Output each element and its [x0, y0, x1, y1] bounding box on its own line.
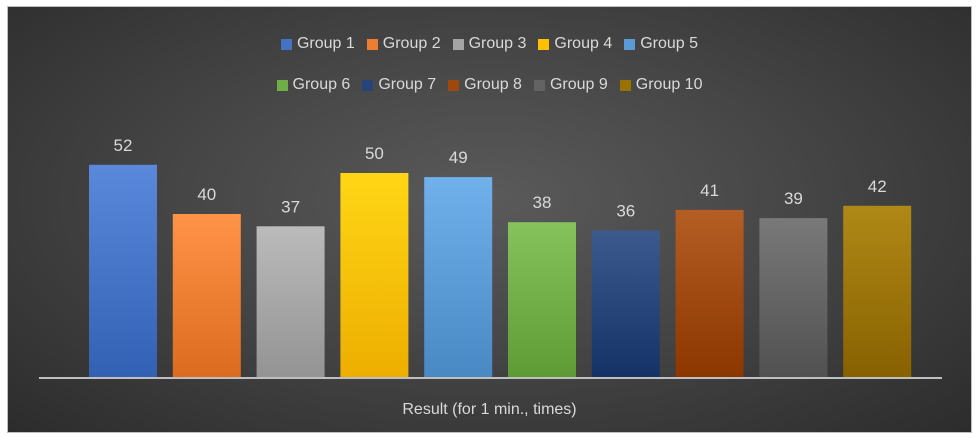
legend-swatch: [533, 79, 545, 91]
legend-item: Group 6: [276, 76, 351, 94]
legend-swatch: [280, 38, 292, 50]
legend-item: Group 10: [619, 76, 703, 94]
legend-item: Group 1: [280, 35, 355, 53]
legend-swatch: [619, 79, 631, 91]
legend-label: Group 6: [292, 76, 351, 93]
bar-group-4: [340, 173, 409, 378]
legend-swatch: [448, 79, 460, 91]
legend-label: Group 8: [464, 76, 522, 93]
data-label: 42: [868, 177, 887, 196]
bar-group-1: [89, 164, 157, 378]
legend-label: Group 9: [549, 76, 608, 93]
bar-group-6: [508, 222, 576, 378]
legend-swatch: [366, 38, 378, 50]
legend-swatch: [624, 38, 636, 50]
bar-group-10: [843, 205, 912, 378]
legend-label: Group 2: [382, 35, 441, 52]
data-label: 37: [281, 197, 300, 216]
legend-swatch: [538, 38, 550, 50]
data-label: 52: [114, 136, 133, 155]
bar-group-9: [759, 218, 828, 378]
legend-label: Group 7: [378, 76, 437, 93]
legend-swatch: [362, 79, 374, 91]
x-axis-label: Result (for 1 min., times): [402, 401, 577, 418]
legend-item: Group 5: [624, 35, 698, 53]
bar-group-5: [424, 177, 493, 378]
legend-label: Group 1: [296, 35, 355, 52]
legend-item: Group 3: [452, 35, 527, 53]
legend-label: Group 4: [554, 35, 613, 52]
chart-area: Group 1 Group 2 Group 3 Group 4 Group 5 Grou…: [7, 6, 972, 433]
legend-row-2: Group 6 Group 7 Group 8 Group 9 Group 10: [8, 76, 971, 94]
legend-item: Group 2: [366, 35, 441, 53]
bar-group-3: [256, 226, 325, 378]
legend-row-1: Group 1 Group 2 Group 3 Group 4 Group 5: [8, 35, 971, 53]
plot-area: 52 40 37 50 49 38 36 41 39 42: [39, 136, 942, 379]
data-label: 40: [197, 185, 216, 204]
data-label: 38: [533, 193, 552, 212]
data-label: 41: [700, 181, 719, 200]
legend-label: Group 10: [635, 76, 703, 93]
legend-label: Group 5: [640, 35, 699, 52]
bar-group-2: [172, 214, 241, 378]
data-label: 36: [616, 201, 635, 220]
legend-item: Group 7: [362, 76, 436, 94]
bar-group-7: [591, 230, 660, 378]
data-label: 39: [784, 189, 803, 208]
data-label: 49: [449, 148, 468, 167]
legend-item: Group 9: [533, 76, 608, 94]
legend-item: Group 8: [448, 76, 522, 94]
legend-swatch: [452, 38, 464, 50]
legend-item: Group 4: [538, 35, 612, 53]
data-label: 50: [365, 144, 384, 163]
bar-group-8: [675, 209, 744, 378]
legend-label: Group 3: [468, 35, 527, 52]
legend-swatch: [276, 79, 288, 91]
